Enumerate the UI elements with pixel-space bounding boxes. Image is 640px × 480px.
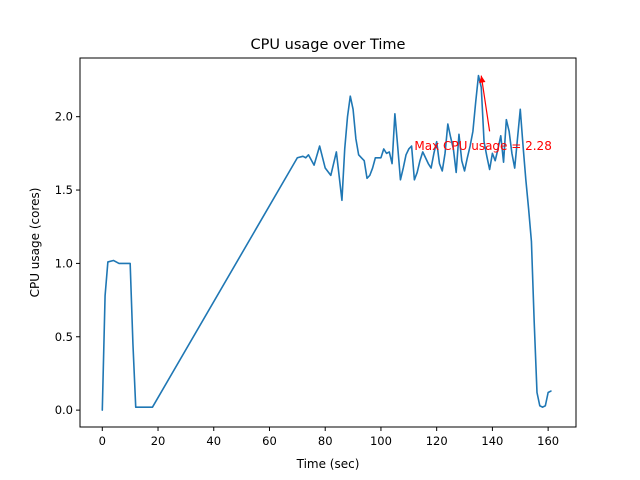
annotation-label: Max CPU usage = 2.28	[414, 139, 551, 153]
y-tick-label: 2.0	[55, 110, 73, 124]
y-tick-label: 1.0	[55, 256, 73, 270]
x-tick-label: 140	[481, 434, 503, 448]
plot-layer	[101, 74, 552, 411]
x-tick-label: 60	[262, 434, 277, 448]
x-tick-label: 0	[99, 434, 106, 448]
series-line-0	[101, 74, 552, 411]
y-tick-label: 0.0	[55, 403, 73, 417]
x-tick-label: 20	[151, 434, 166, 448]
max-annotation: Max CPU usage = 2.28	[414, 75, 552, 153]
y-axis-label: CPU usage (cores)	[28, 188, 42, 298]
x-tick-label: 40	[206, 434, 221, 448]
x-axis-ticks: 0 20 40 60 80 100 120 140 160	[99, 427, 559, 448]
chart-title: CPU usage over Time	[251, 37, 406, 53]
x-axis-label: Time (sec)	[296, 457, 360, 471]
annotation-arrow-shaft	[480, 75, 491, 132]
y-tick-label: 0.5	[55, 330, 73, 344]
x-tick-label: 100	[370, 434, 392, 448]
annotation-arrow-head	[479, 75, 486, 84]
x-tick-label: 80	[318, 434, 333, 448]
plot-frame	[79, 57, 577, 428]
y-tick-label: 1.5	[55, 183, 73, 197]
x-tick-label: 160	[537, 434, 559, 448]
y-axis-ticks: 0.0 0.5 1.0 1.5 2.0	[55, 110, 80, 417]
x-tick-label: 120	[426, 434, 448, 448]
